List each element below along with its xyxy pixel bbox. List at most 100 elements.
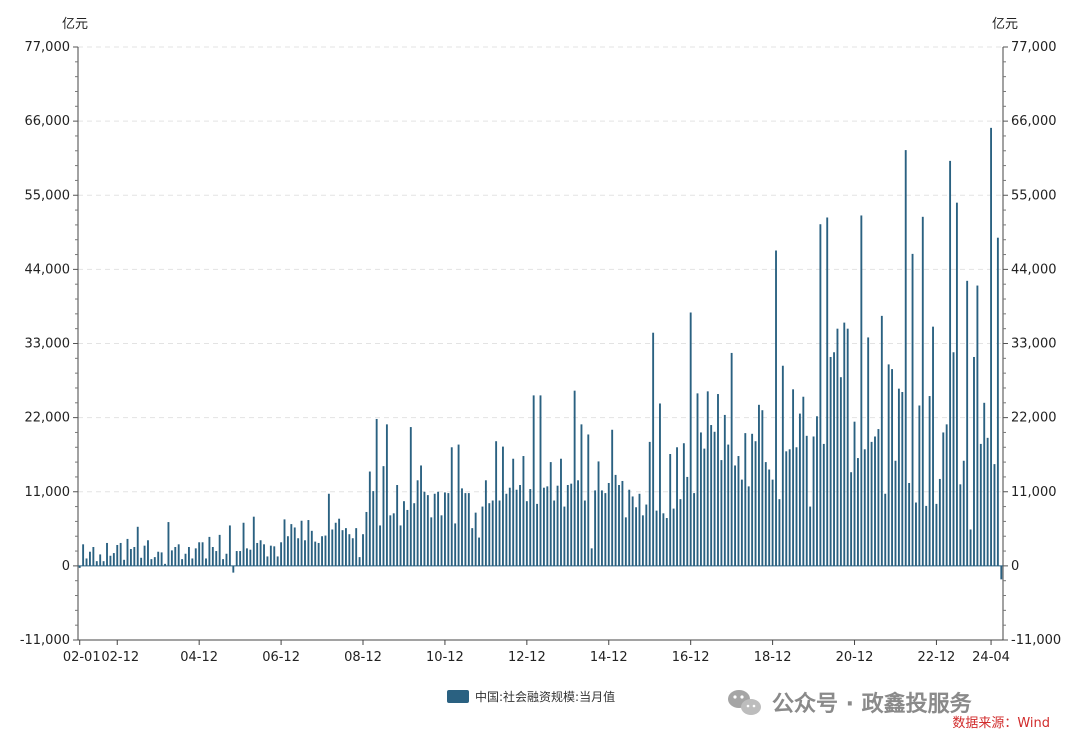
bar [157,551,160,566]
bar [389,515,392,566]
bar [95,561,98,566]
bar [484,480,487,566]
bar [775,250,777,566]
bar [164,563,166,566]
bar [740,479,743,566]
bar [222,559,225,566]
bar [235,551,238,566]
bar [945,424,948,566]
bar [894,460,897,566]
bar [744,433,747,566]
bar [140,557,143,566]
bar [853,421,856,566]
bar [542,487,545,566]
bar [403,501,405,566]
bar [761,410,764,566]
bar [280,542,283,566]
y-axis-left-ticks: -11,000 0 11,000 22,000 33,000 44,000 55,000 66… [20,40,78,648]
bar [713,431,716,566]
bar [167,522,170,566]
bar [887,364,890,566]
bar [293,527,296,566]
bar [300,520,303,566]
x-tick-label: 08-12 [344,650,382,665]
bar [594,490,597,566]
bar [341,530,344,566]
bar [563,506,566,566]
y-axis-right-unit: 亿元 [992,17,1018,32]
bar [884,493,887,566]
bar [263,544,265,566]
bar [89,551,91,566]
bar [246,548,248,566]
bar [536,503,539,566]
bar [652,332,655,566]
bar [92,547,95,566]
bar [621,480,624,566]
bar [286,536,289,566]
bar [198,542,201,566]
bar [327,493,330,566]
bar [867,337,870,566]
bar [590,548,593,566]
bar [734,465,736,566]
y-tick-label-right: 11,000 [1011,485,1057,500]
bar [624,517,627,566]
bar [338,518,341,566]
x-tick-label: 12-12 [508,650,546,665]
bar [915,502,917,566]
bar [464,493,467,566]
bar [532,395,535,566]
bar [508,487,511,566]
bar [850,472,853,566]
bar [187,547,190,566]
bar [457,444,460,566]
bar [792,389,795,566]
bar [809,506,812,566]
x-tick-label: 10-12 [426,650,464,665]
x-tick-label: 06-12 [262,650,300,665]
bar [433,493,436,566]
bar [856,458,859,566]
bar [556,485,559,566]
bar [211,547,214,566]
bar [836,328,839,566]
bar [515,489,518,566]
bar [723,414,726,566]
bar [1000,565,1003,580]
bar [717,394,719,566]
bar [150,559,153,566]
bar [908,482,911,566]
bar [648,441,651,566]
bar [549,462,552,566]
bar [259,540,262,566]
bar [147,540,149,566]
legend: 中国:社会融资规模:当月值 [447,689,615,704]
bar [863,449,866,566]
bar [529,489,532,566]
bar [764,462,767,566]
bar [133,547,136,566]
bar [461,488,463,566]
y-tick-label-left: -11,000 [20,633,70,648]
y-tick-label-right: -11,000 [1011,633,1061,648]
bar [754,441,757,566]
bar [730,352,733,566]
bar [519,485,521,566]
bar [822,443,825,566]
y-tick-label-left: 22,000 [25,411,71,426]
x-tick-label: 04-12 [180,650,218,665]
bar [676,447,678,566]
x-tick-label: 02-01 [63,650,101,665]
bar [546,486,549,566]
bar [160,552,163,566]
bar [409,427,412,566]
bar [580,424,583,566]
bar [631,496,634,566]
x-tick-label: 16-12 [672,650,710,665]
bar [635,507,638,566]
bar [839,377,842,566]
bar [942,432,945,566]
bar [812,436,815,566]
